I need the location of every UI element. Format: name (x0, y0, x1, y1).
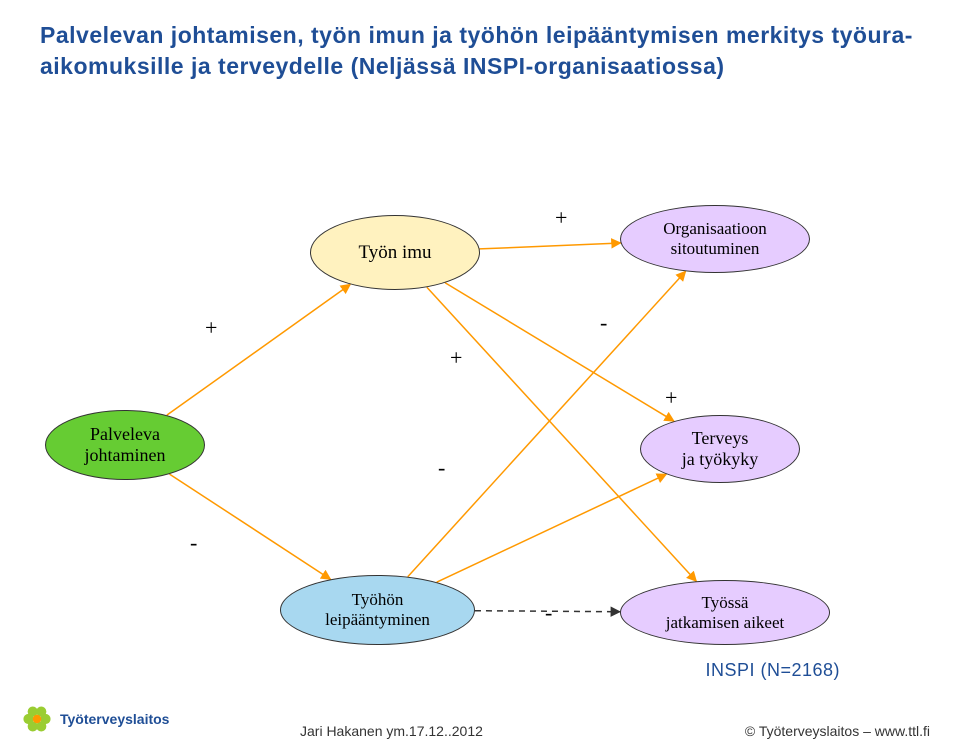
edge-leip-terveys (437, 474, 667, 582)
edge-sign: - (545, 600, 552, 626)
diagram-title: Palvelevan johtamisen, työn imun ja työh… (40, 20, 920, 82)
edge-sign: - (190, 530, 197, 556)
edge-tyon_imu-terveys (445, 283, 674, 421)
edge-sign: - (438, 455, 445, 481)
logo-text: Työterveyslaitos (60, 711, 169, 727)
node-tyon-imu: Työn imu (310, 215, 480, 290)
edge-palveleva-leip (170, 474, 331, 579)
edge-sign: + (555, 205, 567, 231)
edge-leip-org_sit (408, 271, 686, 576)
node-terveys-ja-tyokyky: Terveysja työkyky (640, 415, 800, 483)
edge-sign: + (450, 345, 462, 371)
footer-right: © Työterveyslaitos – www.ttl.fi (745, 723, 930, 739)
node-tyossa-jatkamisen-aikeet: Työssäjatkamisen aikeet (620, 580, 830, 645)
edge-tyon_imu-org_sit (480, 243, 621, 249)
edge-sign: - (600, 310, 607, 336)
logo: Työterveyslaitos (20, 702, 169, 736)
footer-left: Jari Hakanen ym.17.12..2012 (300, 723, 483, 739)
node-tyohon-leipaantyminen: Työhönleipääntyminen (280, 575, 475, 645)
sample-note: INSPI (N=2168) (705, 660, 840, 681)
node-palveleva-johtaminen: Palvelevajohtaminen (45, 410, 205, 480)
node-organisaatioon-sitoutuminen: Organisaatioonsitoutuminen (620, 205, 810, 273)
edges-layer (0, 0, 960, 751)
edge-sign: + (665, 385, 677, 411)
flower-icon (20, 702, 54, 736)
edge-palveleva-tyon_imu (167, 284, 350, 415)
edge-sign: + (205, 315, 217, 341)
